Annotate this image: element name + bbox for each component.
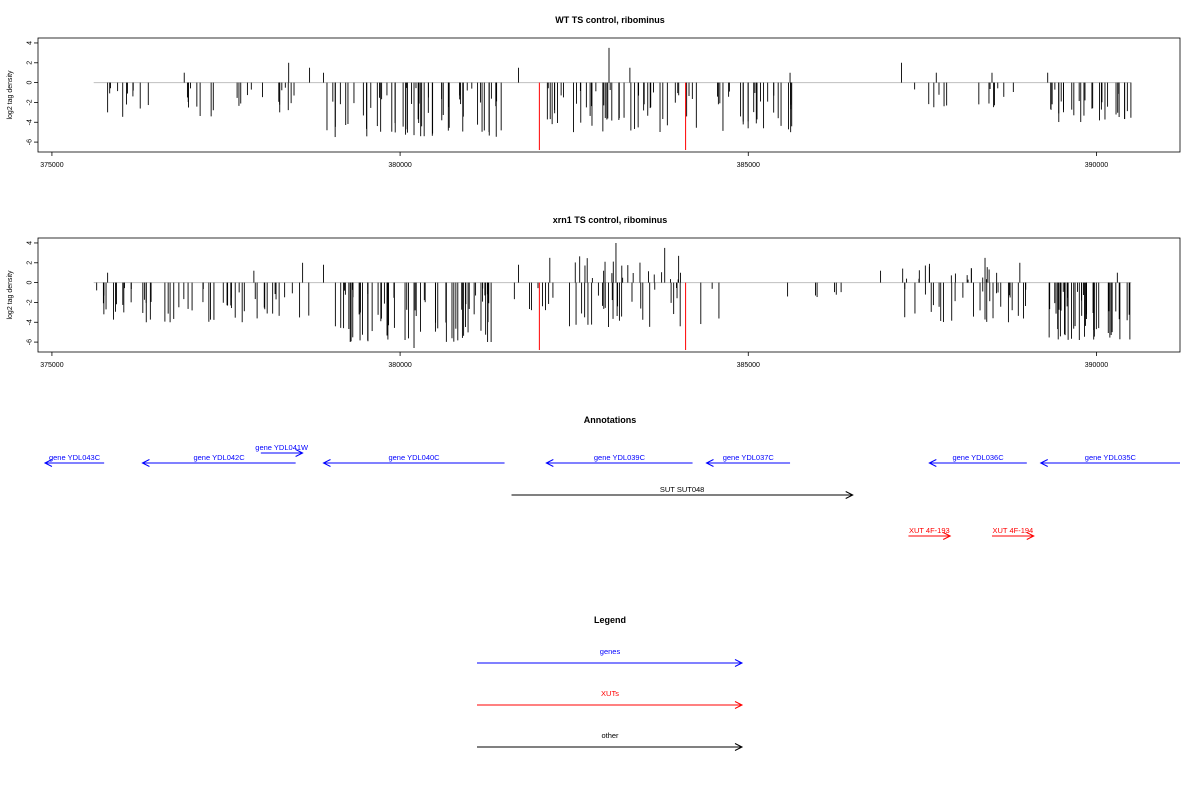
wt-track-y-tick-label: -6 bbox=[26, 139, 33, 145]
xrn1-track-y-tick-label: 0 bbox=[26, 281, 33, 285]
annotation-arrow-head bbox=[322, 459, 331, 467]
xrn1-track-y-tick-label: 4 bbox=[26, 241, 33, 245]
xrn1-track-panel: xrn1 TS control, ribominus log2 tag dens… bbox=[7, 215, 1181, 369]
wt-track-panel: WT TS control, ribominus log2 tag densit… bbox=[7, 15, 1181, 169]
wt-track-highlight-group bbox=[538, 82, 687, 151]
legend-arrow-other-head bbox=[734, 743, 744, 751]
annotation-arrow-head bbox=[295, 449, 304, 457]
annotation-label: XUT 4F-193 bbox=[909, 526, 950, 535]
wt-track-y-tick-label: -4 bbox=[26, 119, 33, 125]
wt-track-y-tick-label: 4 bbox=[26, 41, 33, 45]
annotation-arrow-head bbox=[845, 491, 854, 499]
legend-arrow-genes-head bbox=[734, 659, 744, 667]
annotation-label: gene YDL037C bbox=[723, 453, 775, 462]
wt-track-x-tick-label: 385000 bbox=[737, 162, 760, 169]
annotation-arrow-head bbox=[705, 459, 714, 467]
wt-track-x-tick-label: 380000 bbox=[388, 162, 411, 169]
legend-arrow-XUTs-head bbox=[734, 701, 744, 709]
xrn1-track-x-tick-label: 375000 bbox=[40, 362, 63, 369]
xrn1-track-x-tick-label: 390000 bbox=[1085, 362, 1108, 369]
legend-items: genes XUTs other bbox=[477, 647, 744, 751]
legend-label: XUTs bbox=[601, 689, 619, 698]
wt-track-y-axis: -6 -4 -2 0 2 4 bbox=[26, 41, 38, 145]
annotations-title: Annotations bbox=[584, 415, 637, 425]
wt-track-title: WT TS control, ribominus bbox=[555, 15, 665, 25]
legend-label: other bbox=[601, 731, 619, 740]
xrn1-track-y-tick-label: -4 bbox=[26, 319, 33, 325]
annotation-label: gene YDL035C bbox=[1085, 453, 1137, 462]
annotation-arrow-head bbox=[1026, 532, 1035, 540]
xrn1-track-plot-frame bbox=[37, 237, 1181, 353]
annotation-arrow-head bbox=[928, 459, 937, 467]
xrn1-track-y-tick-label: 2 bbox=[26, 261, 33, 265]
annotation-label: gene YDL043C bbox=[49, 453, 101, 462]
legend-title: Legend bbox=[594, 615, 626, 625]
xrn1-track-y-tick-label: -6 bbox=[26, 339, 33, 345]
wt-track-y-tick-label: 0 bbox=[26, 81, 33, 85]
xrn1-track-y-axis: -6 -4 -2 0 2 4 bbox=[26, 241, 38, 345]
wt-track-plot-frame bbox=[37, 37, 1181, 153]
annotation-label: gene YDL042C bbox=[193, 453, 245, 462]
wt-track-x-tick-label: 390000 bbox=[1085, 162, 1108, 169]
wt-track-x-axis: 375000 380000 385000 390000 bbox=[40, 152, 1108, 169]
wt-track-bars-group bbox=[107, 47, 1132, 138]
xrn1-track-x-tick-label: 380000 bbox=[388, 362, 411, 369]
annotation-arrow-head bbox=[43, 459, 53, 467]
wt-track-y-tick-label: -2 bbox=[26, 99, 33, 105]
annotations-panel: Annotations gene YDL043C gene YDL042Cgene… bbox=[43, 415, 1180, 540]
annotation-label: XUT 4F-194 bbox=[993, 526, 1034, 535]
annotation-label: gene YDL039C bbox=[594, 453, 646, 462]
annotation-items: gene YDL043C gene YDL042C gene YDL041W gene… bbox=[43, 443, 1180, 540]
xrn1-track-highlight-group bbox=[538, 282, 687, 351]
legend-panel: Legend genes XUTs other bbox=[477, 615, 744, 751]
xrn1-track-x-tick-label: 385000 bbox=[737, 362, 760, 369]
annotation-arrow-head bbox=[942, 532, 952, 540]
annotation-arrow-head bbox=[545, 459, 554, 467]
annotation-label: gene YDL041W bbox=[255, 443, 309, 452]
wt-track-y-tick-label: 2 bbox=[26, 61, 33, 65]
xrn1-track-y-tick-label: -2 bbox=[26, 299, 33, 305]
xrn1-track-title: xrn1 TS control, ribominus bbox=[553, 215, 668, 225]
annotation-arrow-head bbox=[1039, 459, 1048, 467]
xrn1-track-ylabel: log2 tag density bbox=[7, 270, 14, 320]
annotation-arrow-head bbox=[141, 459, 150, 467]
wt-track-x-tick-label: 375000 bbox=[40, 162, 63, 169]
legend-label: genes bbox=[600, 647, 621, 656]
annotation-label: gene YDL040C bbox=[388, 453, 440, 462]
annotation-label: SUT SUT048 bbox=[660, 485, 704, 494]
xrn1-track-bars-group bbox=[96, 242, 1131, 349]
wt-track-ylabel: log2 tag density bbox=[7, 70, 14, 120]
xrn1-track-x-axis: 375000 380000 385000 390000 bbox=[40, 352, 1108, 369]
annotation-label: gene YDL036C bbox=[952, 453, 1004, 462]
